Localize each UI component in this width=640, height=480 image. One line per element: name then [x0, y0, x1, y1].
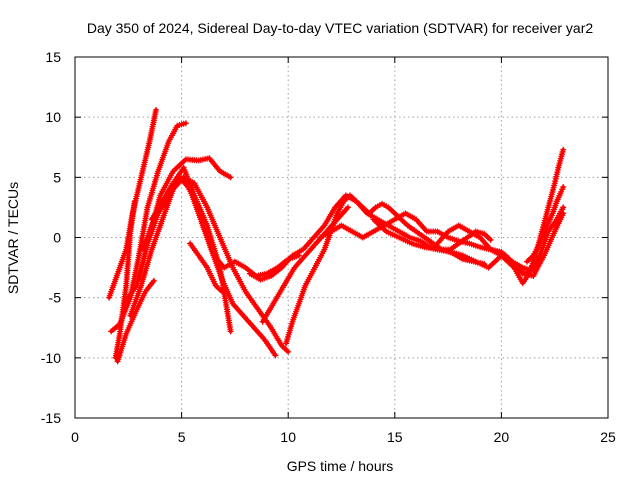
x-axis-label: GPS time / hours — [287, 458, 394, 474]
axes: 0 5 10 15 20 25 -15 -10 -5 0 5 10 15 — [41, 49, 616, 445]
y-axis-label: SDTVAR / TECUs — [5, 182, 21, 294]
y-tick-label: 15 — [45, 49, 61, 65]
x-tick-label: 25 — [600, 429, 616, 445]
x-tick-label: 20 — [494, 429, 510, 445]
data-point — [219, 288, 226, 295]
y-tick-label: -15 — [41, 410, 61, 426]
data-point — [487, 236, 494, 243]
y-tick-label: 5 — [53, 169, 61, 185]
series-arc-18 — [524, 184, 567, 265]
data-point — [227, 174, 234, 181]
data-point — [182, 120, 189, 127]
y-tick-label: 0 — [53, 230, 61, 246]
x-tick-label: 0 — [71, 429, 79, 445]
x-tick-label: 5 — [178, 429, 186, 445]
chart-title: Day 350 of 2024, Sidereal Day-to-day VTE… — [87, 20, 593, 36]
y-tick-label: -5 — [49, 290, 62, 306]
data-point — [560, 204, 567, 211]
data-point — [560, 210, 567, 217]
series-arc-10 — [187, 240, 226, 295]
data-point — [153, 106, 159, 113]
data-point — [285, 348, 292, 355]
y-tick-label: 10 — [45, 109, 61, 125]
data-point — [344, 204, 351, 211]
data-point — [131, 198, 138, 205]
y-tick-label: -10 — [41, 350, 61, 366]
data-point — [560, 184, 567, 190]
series-arc-9 — [148, 174, 292, 355]
x-tick-label: 15 — [387, 429, 403, 445]
data-point — [560, 146, 567, 153]
data-point — [227, 328, 234, 335]
x-tick-label: 10 — [280, 429, 296, 445]
series-arc-3 — [112, 198, 138, 361]
data-point — [272, 352, 279, 359]
data-point — [150, 277, 157, 284]
data-series — [106, 106, 567, 365]
series-arc-4 — [114, 277, 157, 365]
